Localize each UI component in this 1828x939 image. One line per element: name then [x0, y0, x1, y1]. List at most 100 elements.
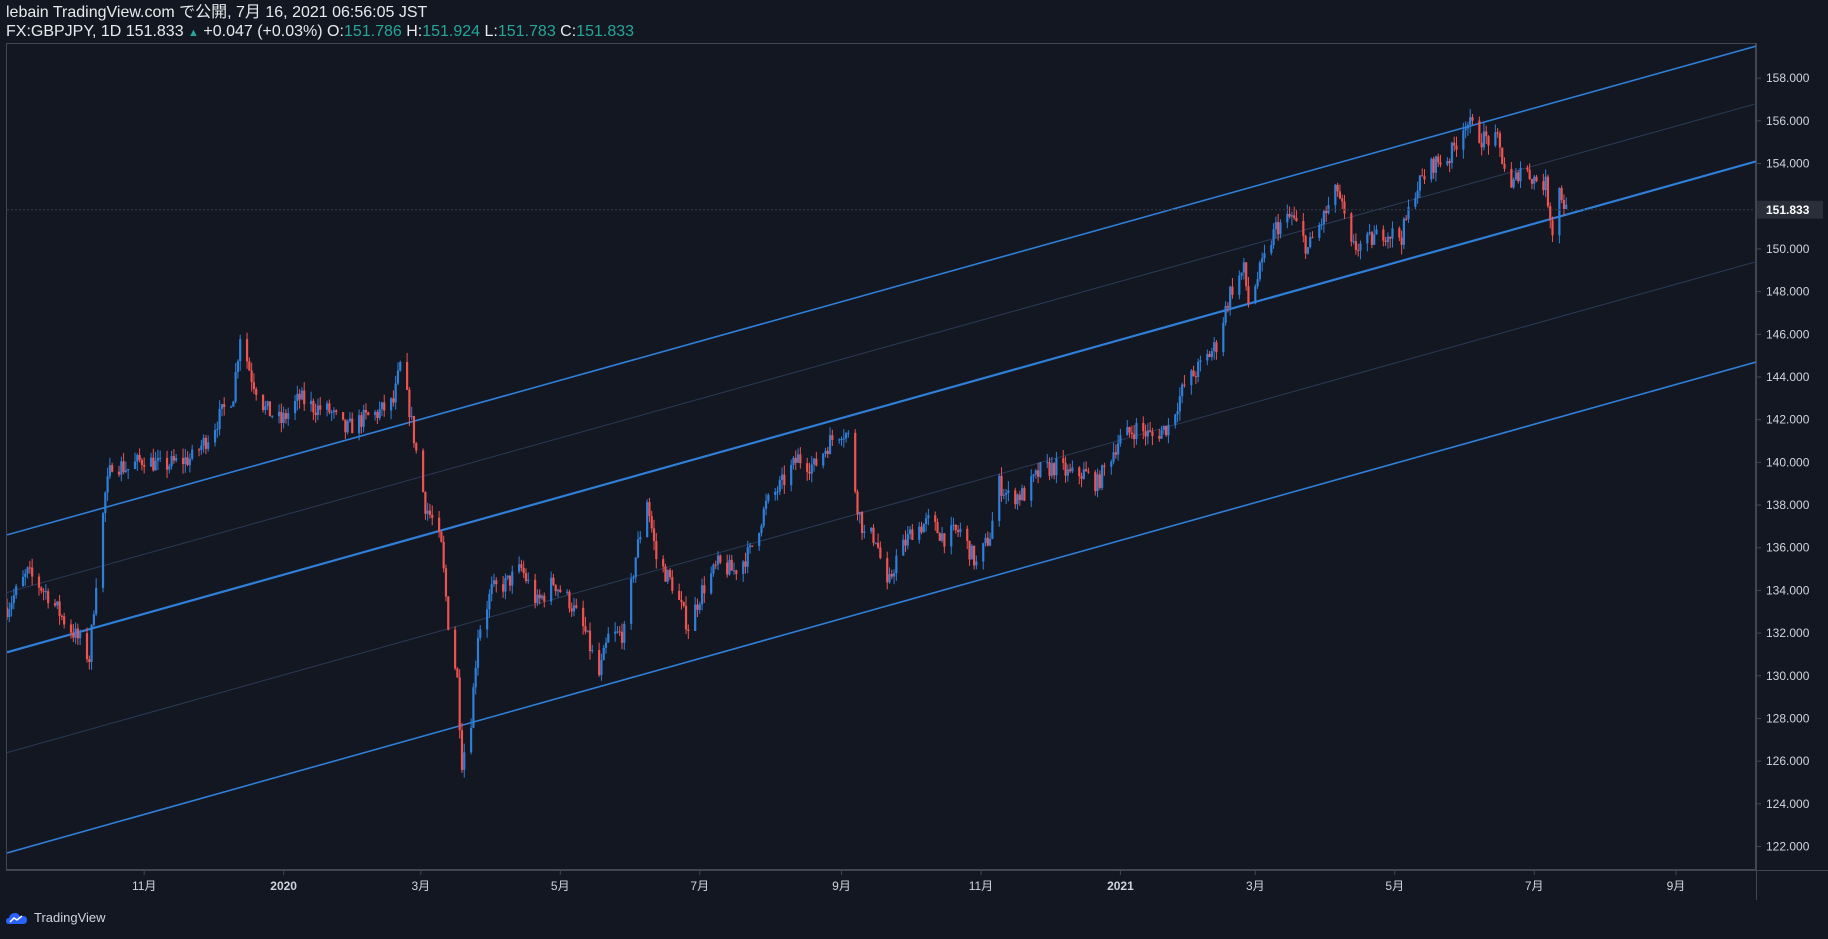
candle-body: [1471, 117, 1474, 121]
candle-body: [1288, 214, 1291, 217]
candle-body: [1032, 474, 1035, 477]
candle-body: [1133, 434, 1136, 440]
candle-body: [790, 464, 793, 486]
candle-body: [1055, 458, 1058, 476]
channel-line-inner-upper[interactable]: [7, 103, 1756, 594]
candle-body: [1270, 245, 1273, 254]
candle-body: [204, 437, 208, 449]
channel-line-upper[interactable]: [7, 45, 1756, 536]
candle-body: [191, 449, 194, 459]
time-tick-label: 11月: [969, 879, 993, 893]
candle-body: [408, 389, 411, 418]
candle-body: [58, 601, 61, 616]
candle-body: [700, 585, 704, 605]
candle-body: [1046, 462, 1049, 464]
candle-body: [405, 362, 409, 390]
candle-body: [719, 555, 722, 563]
candle-body: [1238, 275, 1241, 295]
channel-line-inner-lower[interactable]: [7, 261, 1756, 754]
candle-body: [170, 456, 173, 467]
candle-body: [1306, 247, 1309, 254]
candle-body: [1002, 494, 1005, 496]
time-axis[interactable]: 11月 2020 3月 5月 7月 9月 11月 2021 3月 5月 7月 9月: [132, 870, 1685, 893]
candle-body: [79, 633, 82, 639]
candle-body: [12, 595, 15, 604]
candle-body: [639, 536, 642, 540]
time-tick-label: 11月: [132, 879, 156, 893]
candle-body: [1350, 213, 1353, 242]
time-tick-label: 9月: [1667, 879, 1686, 893]
candle-body: [604, 642, 608, 648]
candle-body: [207, 442, 210, 449]
candle-body: [680, 599, 683, 603]
parallel-channel[interactable]: [7, 45, 1756, 854]
candle-body: [42, 590, 45, 592]
price-tick-label: 134.000: [1766, 583, 1810, 597]
price-tick-label: 130.000: [1766, 669, 1810, 683]
candle-body: [636, 539, 640, 558]
candle-body: [1247, 286, 1250, 304]
candle-body: [316, 405, 320, 416]
candle-body: [28, 567, 31, 569]
footer-brand-label: TradingView: [34, 910, 106, 925]
candle-body: [1048, 462, 1051, 476]
channel-line-middle[interactable]: [7, 160, 1756, 654]
candle-body: [758, 533, 761, 546]
candle-body: [415, 443, 418, 451]
candle-body: [1430, 158, 1433, 180]
candle-body: [1142, 422, 1145, 432]
candle-body: [1485, 131, 1488, 137]
price-axis[interactable]: 122.000 124.000 126.000 128.000 130.000 132.0…: [1756, 71, 1810, 854]
candle-body: [117, 471, 121, 475]
candle-body: [762, 508, 765, 526]
channel-line-lower[interactable]: [7, 361, 1756, 854]
candle-body: [943, 533, 946, 547]
candle-body: [95, 587, 98, 615]
candle-body: [952, 524, 955, 526]
symbol-legend[interactable]: FX:GBPJPY, 1D 151.833 ▲ +0.047 (+0.03%) …: [6, 23, 634, 42]
candle-body: [1016, 494, 1019, 505]
candle-body: [1565, 204, 1568, 209]
candle-body: [422, 450, 425, 493]
candle-body: [1453, 142, 1456, 146]
candle-body: [1007, 490, 1010, 493]
candle-body: [492, 580, 496, 585]
candle-body: [879, 547, 882, 559]
candle-body: [447, 596, 450, 630]
candle-body: [245, 339, 249, 362]
candle-body: [550, 577, 553, 602]
candle-body: [1450, 142, 1454, 163]
candle-body: [463, 752, 466, 770]
candle-body: [1272, 229, 1275, 246]
price-tick-label: 122.000: [1766, 840, 1810, 854]
candle-body: [1535, 176, 1538, 182]
candles-series[interactable]: [6, 109, 1568, 778]
candle-body: [1503, 163, 1506, 169]
candle-body: [1023, 488, 1026, 501]
price-change: +0.047 (+0.03%): [203, 23, 323, 40]
price-tick-label: 138.000: [1766, 498, 1810, 512]
candle-body: [1135, 422, 1138, 440]
footer-brand[interactable]: TradingView: [6, 910, 106, 925]
candle-body: [26, 567, 29, 574]
candle-body: [268, 401, 272, 417]
candle-body: [472, 687, 475, 728]
candle-body: [1199, 360, 1202, 363]
candle-body: [598, 650, 601, 676]
price-tick-label: 144.000: [1766, 370, 1810, 384]
candle-body: [476, 637, 480, 668]
candle-body: [252, 382, 256, 389]
candle-body: [1357, 249, 1360, 251]
candle-body: [470, 727, 473, 753]
candle-body: [486, 609, 489, 630]
candle-body: [1078, 467, 1081, 477]
candle-body: [1334, 184, 1337, 205]
candle-body: [1149, 430, 1152, 432]
candle-body: [378, 409, 381, 419]
candle-body: [127, 468, 130, 471]
candle-body: [85, 633, 89, 660]
time-tick-label: 7月: [690, 879, 709, 893]
candle-body: [1418, 175, 1422, 191]
candle-body: [956, 530, 960, 533]
